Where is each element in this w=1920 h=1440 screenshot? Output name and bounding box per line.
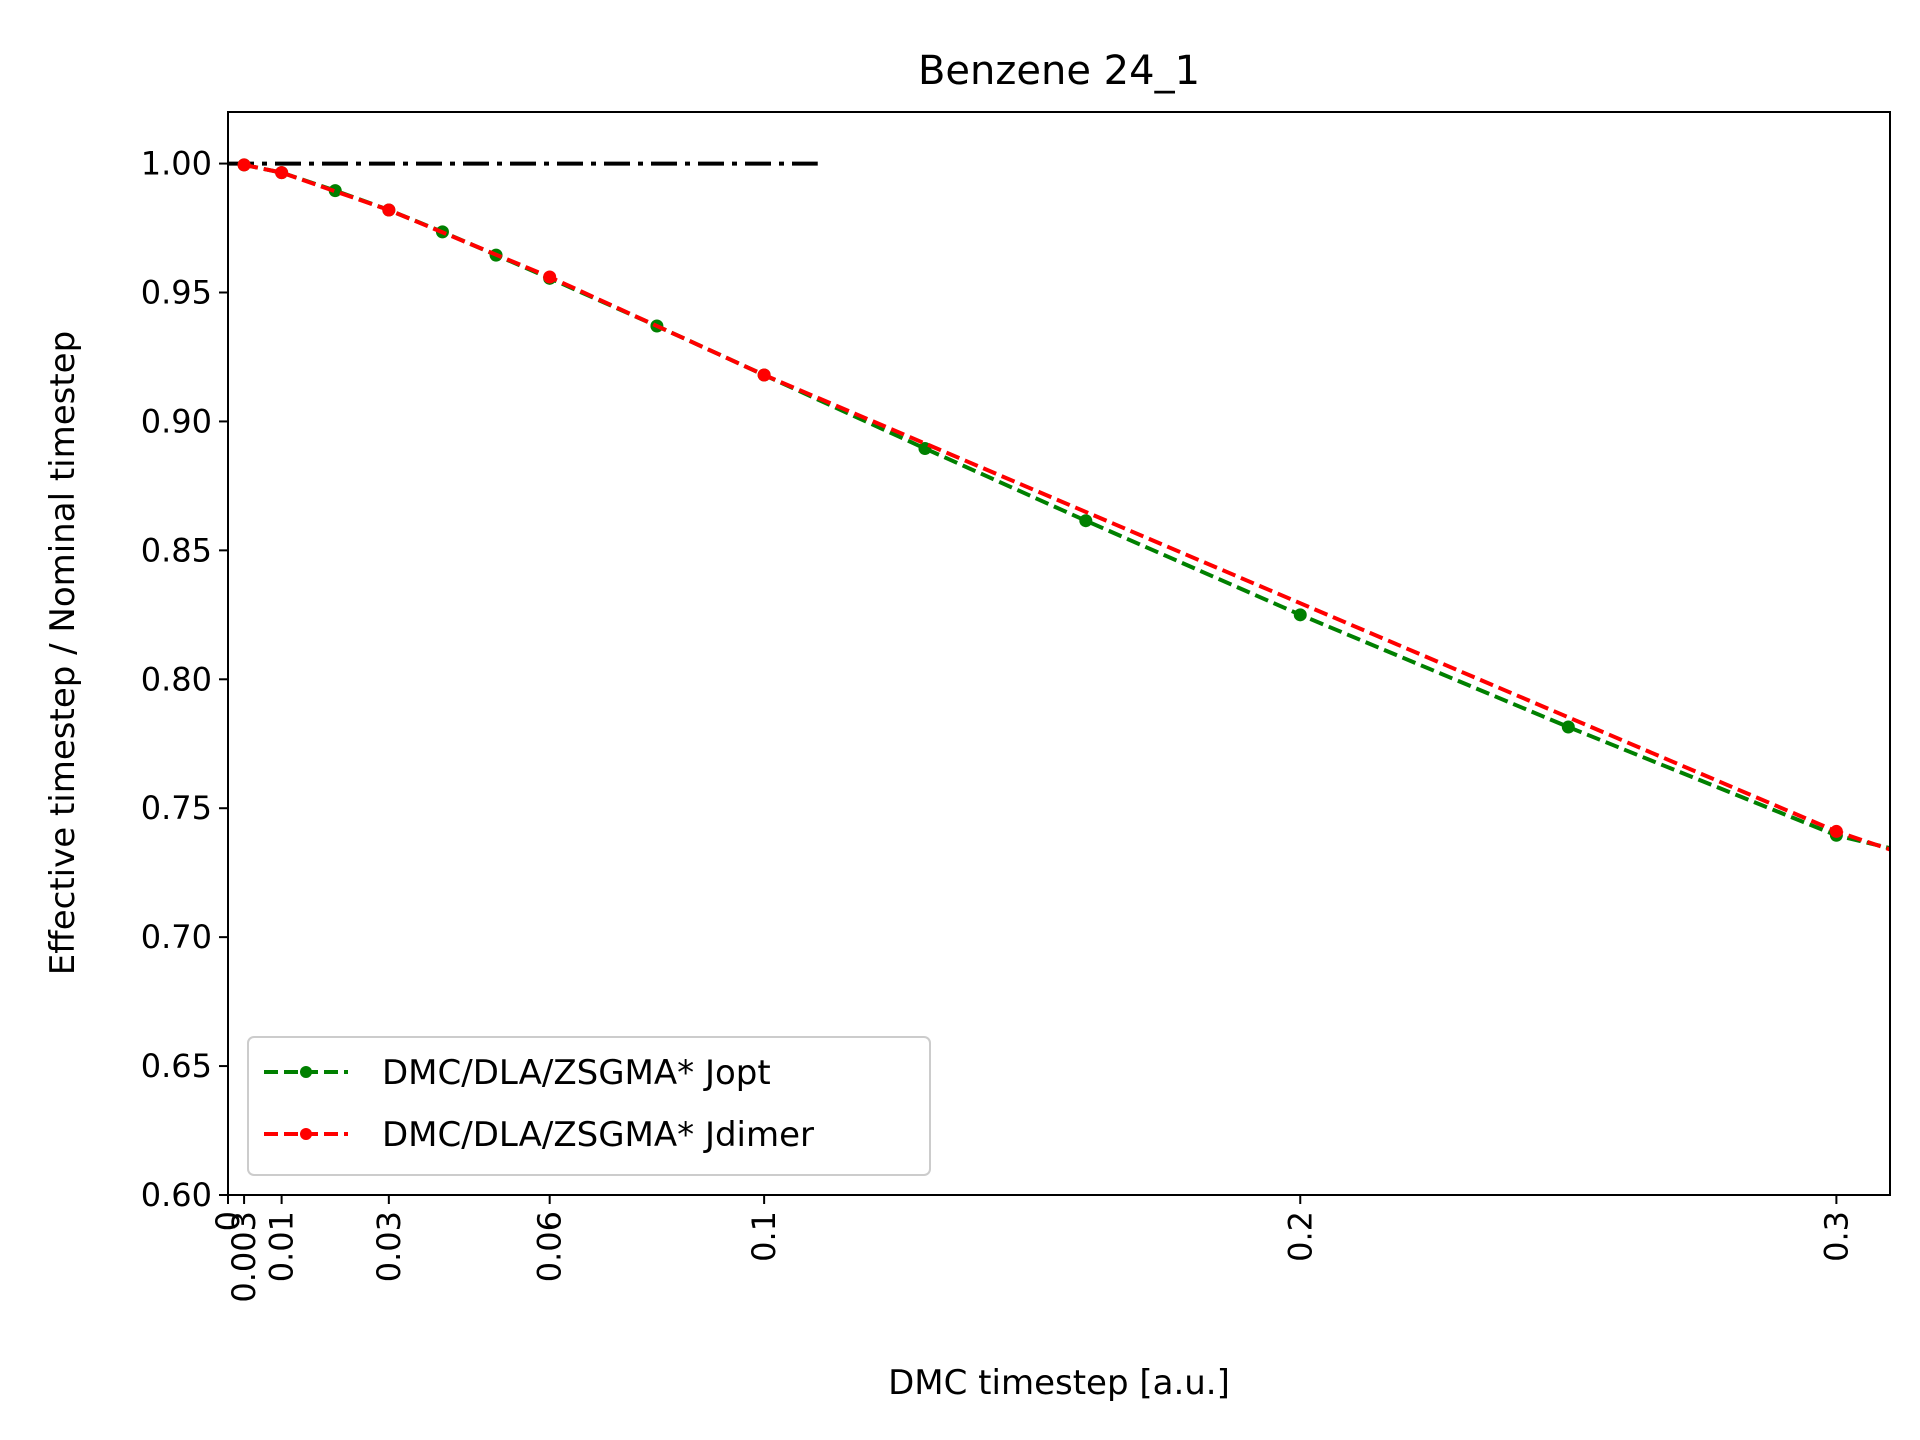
x-tick-label: 0.003 [225, 1211, 263, 1303]
y-tick-label: 0.65 [141, 1047, 212, 1085]
y-axis: 0.60 0.65 0.70 0.75 0.80 0.85 0.90 0.95 1.00 [141, 145, 228, 1214]
x-axis-label: DMC timestep [a.u.] [888, 1363, 1230, 1403]
y-tick-label: 0.90 [141, 402, 212, 440]
data-point [1561, 720, 1575, 734]
y-tick-label: 0.95 [141, 274, 212, 312]
x-tick-label: 0.2 [1281, 1211, 1319, 1262]
legend-label-jopt: DMC/DLA/ZSGMA* Jopt [382, 1053, 771, 1093]
data-point [237, 158, 251, 172]
x-tick-label: 0.01 [263, 1211, 301, 1282]
data-point [1293, 608, 1307, 622]
data-point [382, 203, 396, 217]
data-point [1829, 824, 1843, 838]
y-tick-label: 0.70 [141, 918, 212, 956]
data-point [757, 368, 771, 382]
series-1 [237, 158, 1891, 852]
x-axis: 00.003 0.01 0.03 0.06 0.1 0.2 0.3 [209, 1195, 1855, 1303]
y-tick-label: 0.80 [141, 660, 212, 698]
legend: DMC/DLA/ZSGMA* Jopt DMC/DLA/ZSGMA* Jdime… [247, 1036, 931, 1176]
legend-marker-jopt [300, 1066, 312, 1078]
legend-marker-jdimer [300, 1128, 312, 1140]
x-tick-label: 0.3 [1817, 1211, 1855, 1262]
y-tick-label: 0.60 [141, 1176, 212, 1214]
x-tick-label: 0 [209, 1211, 247, 1231]
y-axis-label: Effective timestep / Nominal timestep [43, 331, 83, 975]
legend-label-jdimer: DMC/DLA/ZSGMA* Jdimer [382, 1115, 814, 1155]
chart-title: Benzene 24_1 [918, 48, 1200, 94]
data-point [328, 184, 342, 198]
plot-frame [227, 111, 1891, 1196]
legend-box [247, 1036, 931, 1176]
data-point [1079, 514, 1093, 528]
series-layer [237, 158, 1891, 852]
x-tick-label: 0.03 [370, 1211, 408, 1282]
y-tick-label: 0.85 [141, 531, 212, 569]
x-tick-label: 0.1 [745, 1211, 783, 1262]
y-tick-label: 0.75 [141, 789, 212, 827]
y-tick-label: 1.00 [141, 145, 212, 183]
data-point [275, 166, 289, 180]
data-point [543, 270, 557, 284]
x-tick-label: 0.06 [531, 1211, 569, 1282]
